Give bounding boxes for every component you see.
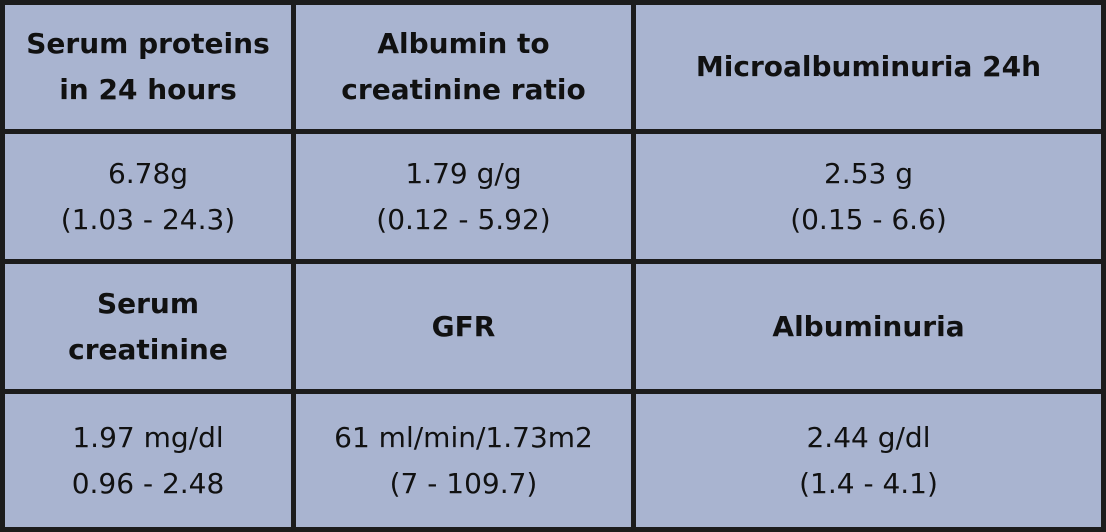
value-serum-creatinine: 1.97 mg/dl 0.96 - 2.48 (5, 394, 291, 527)
cell-line: (1.03 - 24.3) (60, 202, 236, 236)
cell-line: Serum (96, 286, 200, 320)
value-albumin-creatinine-ratio: 1.79 g/g (0.12 - 5.92) (296, 134, 631, 259)
cell-line: 61 ml/min/1.73m2 (334, 420, 593, 454)
header-albumin-creatinine-ratio: Albumin to creatinine ratio (296, 5, 631, 129)
cell-line: (0.12 - 5.92) (376, 202, 551, 236)
cell-line: 1.97 mg/dl (72, 420, 224, 454)
value-albuminuria: 2.44 g/dl (1.4 - 4.1) (636, 394, 1101, 527)
cell-line: Microalbuminuria 24h (695, 50, 1042, 83)
cell-line: creatinine (68, 332, 228, 366)
header-albuminuria: Albuminuria (636, 264, 1101, 389)
header-microalbuminuria-24h: Microalbuminuria 24h (636, 5, 1101, 129)
cell-line: (7 - 109.7) (389, 466, 538, 500)
value-serum-proteins-24h: 6.78g (1.03 - 24.3) (5, 134, 291, 259)
cell-line: 6.78g (107, 156, 189, 190)
cell-line: (0.15 - 6.6) (790, 202, 947, 236)
cell-line: creatinine ratio (341, 73, 586, 106)
cell-line: GFR (431, 309, 496, 343)
cell-line: in 24 hours (59, 73, 237, 106)
cell-line: Albuminuria (772, 309, 965, 343)
cell-line: Albumin to (377, 27, 550, 60)
header-serum-proteins-24h: Serum proteins in 24 hours (5, 5, 291, 129)
cell-line: (1.4 - 4.1) (799, 466, 938, 500)
value-gfr: 61 ml/min/1.73m2 (7 - 109.7) (296, 394, 631, 527)
cell-line: 1.79 g/g (405, 156, 522, 190)
cell-line: 0.96 - 2.48 (71, 466, 225, 500)
header-gfr: GFR (296, 264, 631, 389)
header-serum-creatinine: Serum creatinine (5, 264, 291, 389)
cell-line: 2.53 g (823, 156, 914, 190)
cell-line: Serum proteins (26, 27, 270, 60)
cell-line: 2.44 g/dl (806, 420, 931, 454)
value-microalbuminuria-24h: 2.53 g (0.15 - 6.6) (636, 134, 1101, 259)
